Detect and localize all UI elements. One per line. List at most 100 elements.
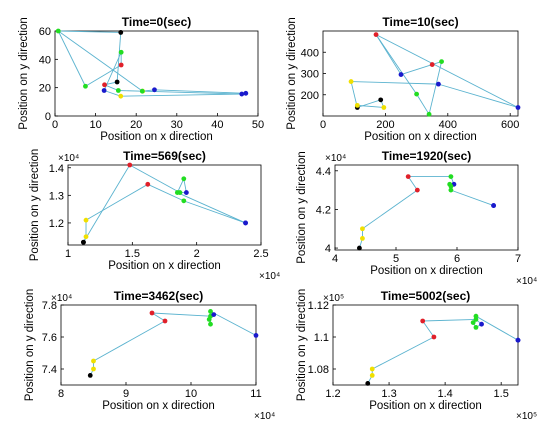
connection-line (103, 90, 121, 97)
data-point-blue (183, 190, 189, 195)
connection-line (129, 164, 181, 193)
subplot-title: Time=3462(sec) (114, 289, 204, 303)
connection-line (120, 93, 242, 97)
data-point-blue (515, 337, 521, 343)
x-tick-label: 400 (439, 119, 457, 131)
connection-line (372, 336, 435, 370)
data-point-blue (491, 203, 496, 208)
y-axis-label: Position on y direction (18, 17, 30, 130)
data-point-black (114, 79, 120, 85)
data-point-green (206, 317, 212, 322)
subplot-4: 4 5 6 7 4 4.2 4.4 ×10⁴ ×10⁴ Time=1920(sec) Positio… (296, 149, 537, 287)
x-tick-label: 1.2 (325, 388, 340, 400)
data-point-red (431, 334, 437, 340)
data-point-yellow (360, 226, 365, 232)
data-point-red (414, 187, 420, 193)
data-point-green (473, 325, 479, 330)
y-tick-label: 7.8 (42, 300, 57, 312)
data-point-black (81, 239, 86, 245)
x-tick-label: 7 (515, 253, 521, 265)
data-point-black (118, 30, 124, 35)
y-tick-label: 40 (39, 54, 51, 66)
connection-line (416, 93, 430, 115)
data-point-green (208, 321, 213, 327)
data-point-yellow (91, 366, 96, 372)
connection-line (400, 64, 433, 75)
x-tick-label: 1.5 (494, 388, 509, 400)
x-multiplier: ×10⁴ (254, 411, 275, 422)
x-tick-label: 2 (194, 248, 200, 260)
connection-line (357, 99, 381, 108)
data-point-green (181, 176, 187, 182)
y-axis-label: Position on y direction (24, 289, 36, 402)
data-point-blue (436, 81, 441, 87)
x-axis-label: Position on x direction (370, 265, 483, 277)
x-tick-label: 20 (130, 119, 142, 131)
subplot-1: 0 10 20 30 40 50 0 20 40 60 Time=0(sec) Position on… (18, 15, 264, 143)
y-tick-label: 1.1 (314, 332, 329, 344)
connection-line (176, 178, 185, 193)
y-axis-label: Position on y direction (296, 289, 308, 402)
connection-line (151, 312, 211, 317)
connection-line (407, 176, 418, 191)
data-point-green (470, 320, 476, 325)
x-tick-label: 1.5 (125, 248, 140, 260)
y-multiplier: ×10⁴ (58, 153, 79, 164)
x-tick-label: 1.3 (381, 388, 396, 400)
data-point-yellow (91, 358, 96, 364)
connection-line (116, 32, 122, 83)
x-multiplier: ×10⁴ (259, 271, 280, 282)
data-point-green (473, 313, 479, 319)
y-tick-label: 4.4 (316, 166, 331, 178)
x-tick-label: 1.4 (437, 388, 452, 400)
data-point-green (115, 88, 121, 93)
y-tick-label: 1.12 (308, 300, 329, 312)
data-point-yellow (83, 217, 89, 223)
y-tick-label: 7.6 (42, 332, 57, 344)
connection-line (151, 312, 166, 322)
x-tick-label: 2.5 (253, 248, 268, 260)
data-point-blue (398, 72, 404, 77)
data-point-red (149, 310, 155, 316)
data-point-green (118, 49, 124, 55)
x-tick-label: 6 (454, 253, 460, 265)
data-point-blue (243, 90, 249, 96)
subplot-title: Time=5002(sec) (381, 289, 471, 303)
data-point-green (55, 28, 61, 34)
connection-line (118, 90, 143, 92)
subplot-2: 0 200 400 600 200 300 400 Time=10(sec) Position … (286, 15, 521, 143)
connection-line (104, 84, 119, 91)
y-tick-label: 20 (39, 83, 51, 95)
connection-line (357, 104, 384, 108)
data-point-blue (211, 312, 217, 317)
y-tick-label: 4.2 (316, 204, 331, 216)
data-point-yellow (381, 105, 387, 110)
connection-line (85, 183, 148, 221)
x-axis-label: Position on x direction (108, 260, 221, 272)
data-point-yellow (369, 373, 375, 378)
connection-line (350, 81, 358, 108)
connection-line (375, 34, 417, 95)
data-point-red (405, 174, 411, 179)
x-tick-label: 0 (52, 119, 58, 131)
connection-line (422, 318, 476, 322)
data-point-green (414, 91, 419, 97)
x-axis-label: Position on x direction (369, 400, 482, 412)
data-point-red (118, 62, 124, 68)
y-axis-label: Position on y direction (296, 151, 308, 264)
data-point-green (174, 190, 180, 195)
y-axis-label: Position on y direction (29, 149, 41, 262)
data-point-blue (239, 91, 245, 97)
connection-line (375, 34, 519, 108)
connection-line (154, 89, 246, 94)
data-point-blue (253, 333, 259, 338)
data-point-black (87, 373, 93, 378)
data-point-green (208, 309, 213, 314)
y-tick-label: 400 (301, 47, 319, 59)
x-tick-label: 1 (65, 248, 71, 260)
data-point-yellow (118, 93, 124, 99)
y-tick-label: 1.08 (308, 364, 329, 376)
data-point-yellow (360, 236, 365, 241)
connection-line (58, 30, 121, 33)
connection-line (83, 164, 131, 243)
